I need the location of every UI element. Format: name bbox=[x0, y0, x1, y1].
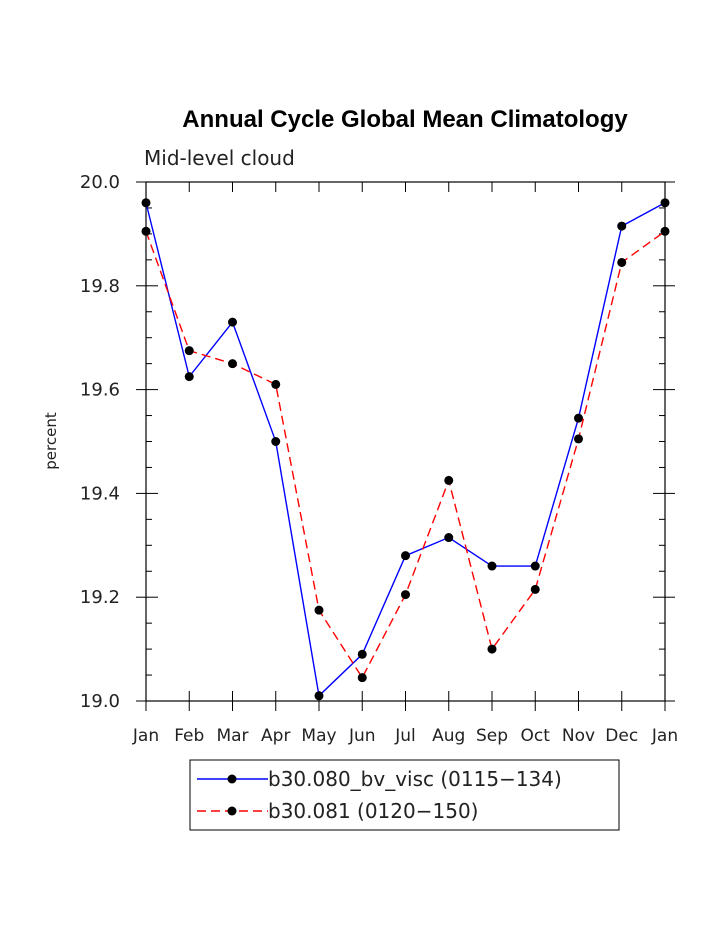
legend-label-1: b30.080_bv_visc (0115−134) bbox=[268, 767, 562, 791]
series-layer bbox=[141, 198, 670, 701]
x-tick-label: Jul bbox=[394, 726, 416, 746]
data-point bbox=[401, 590, 410, 600]
x-tick-label: Oct bbox=[521, 726, 551, 746]
data-point bbox=[487, 644, 497, 654]
data-point bbox=[574, 413, 583, 423]
y-axis-label: percent bbox=[42, 412, 60, 470]
x-tick-label: Nov bbox=[562, 726, 595, 746]
data-point bbox=[401, 551, 410, 561]
data-point bbox=[617, 257, 627, 267]
axis-ticks bbox=[136, 181, 675, 711]
data-point bbox=[141, 198, 151, 208]
legend: b30.080_bv_visc (0115−134) b30.081 (0120−… bbox=[189, 759, 620, 831]
x-tick-label: Jun bbox=[348, 726, 376, 746]
legend-box bbox=[189, 759, 620, 831]
x-tick-label: Aug bbox=[432, 726, 465, 746]
data-point bbox=[271, 437, 281, 446]
series-line-1 bbox=[145, 202, 666, 698]
data-point bbox=[184, 372, 194, 382]
x-tick-label: Jan bbox=[651, 726, 678, 746]
x-tick-label: Sep bbox=[476, 726, 508, 746]
y-tick-label: 20.0 bbox=[80, 172, 120, 193]
y-tick-label: 19.2 bbox=[80, 587, 120, 608]
x-tick-label: Apr bbox=[261, 726, 290, 746]
plot-frame bbox=[145, 181, 666, 702]
data-point bbox=[444, 475, 454, 485]
data-point bbox=[660, 198, 670, 208]
data-point bbox=[314, 605, 324, 615]
data-point bbox=[228, 359, 237, 369]
x-tick-label: Jan bbox=[132, 726, 159, 746]
y-tick-label: 19.8 bbox=[80, 276, 120, 297]
data-point bbox=[357, 673, 367, 683]
legend-label-2: b30.081 (0120−150) bbox=[268, 799, 478, 823]
y-tick-label: 19.6 bbox=[80, 380, 120, 401]
x-tick-label: Dec bbox=[605, 726, 638, 746]
data-point bbox=[530, 584, 540, 594]
y-tick-label: 19.4 bbox=[80, 483, 120, 504]
chart-subtitle: Mid-level cloud bbox=[144, 146, 295, 170]
data-point bbox=[314, 691, 324, 701]
legend-marker-2 bbox=[227, 806, 237, 816]
data-point bbox=[530, 561, 540, 571]
data-point bbox=[357, 649, 367, 659]
data-point bbox=[574, 434, 583, 444]
x-tick-label: Feb bbox=[174, 726, 204, 746]
x-tick-label: Mar bbox=[216, 726, 248, 746]
series-line-2 bbox=[145, 230, 666, 680]
chart-title: Annual Cycle Global Mean Climatology bbox=[182, 106, 628, 133]
legend-marker-1 bbox=[227, 774, 237, 784]
x-tick-labels: Jan Feb Mar Apr May Jun Jul Aug Sep Oct Nov Dec Jan bbox=[132, 726, 678, 746]
data-point bbox=[660, 226, 670, 236]
data-point bbox=[141, 226, 151, 236]
y-tick-label: 19.0 bbox=[80, 691, 120, 712]
data-point bbox=[444, 533, 454, 543]
data-point bbox=[617, 221, 627, 231]
data-point bbox=[184, 346, 194, 356]
series-2 bbox=[141, 226, 670, 683]
y-tick-labels: 19.0 19.2 19.4 19.6 19.8 20.0 bbox=[80, 172, 120, 712]
series-1 bbox=[141, 198, 670, 701]
x-tick-label: May bbox=[301, 726, 336, 746]
data-point bbox=[487, 561, 497, 571]
data-point bbox=[228, 317, 237, 327]
data-point bbox=[271, 379, 281, 389]
